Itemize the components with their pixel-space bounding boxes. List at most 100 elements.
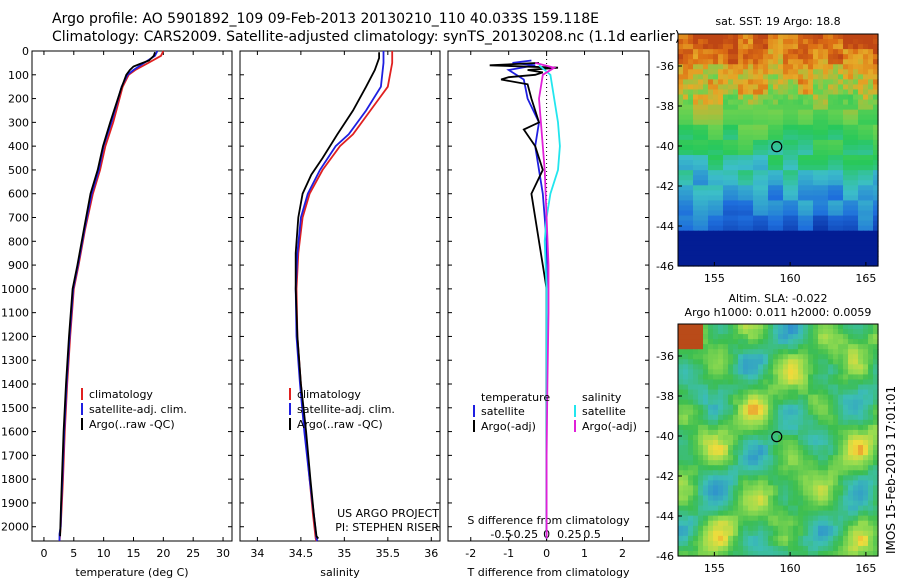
sst_map-cell bbox=[803, 114, 809, 121]
sst_map-cell bbox=[713, 180, 719, 186]
sla_map-cell bbox=[728, 379, 734, 386]
sst_map-cell bbox=[803, 250, 809, 257]
sla_map-cell bbox=[773, 374, 779, 381]
sla_map-cell bbox=[773, 540, 779, 547]
sst_map-cell bbox=[703, 235, 709, 242]
sst_map-cell bbox=[853, 124, 859, 131]
sla_map-cell bbox=[783, 495, 789, 502]
sla_map-cell bbox=[838, 445, 844, 451]
sla_map-cell bbox=[763, 419, 769, 426]
sst_map-cell bbox=[793, 44, 799, 50]
sla_map-cell bbox=[703, 404, 709, 411]
sla_map-cell bbox=[843, 545, 849, 552]
sla_map-cell bbox=[858, 419, 864, 426]
sla_map-cell bbox=[823, 369, 829, 376]
sst_map-cell bbox=[753, 99, 759, 106]
sst_map-cell bbox=[763, 124, 769, 131]
sst_map-cell bbox=[748, 190, 754, 196]
sla_map-cell bbox=[818, 550, 824, 557]
temperature-ytick-label: 1200 bbox=[1, 330, 29, 343]
sst_map-cell bbox=[698, 250, 704, 257]
sla_map-cell bbox=[728, 480, 734, 486]
sla_map-cell bbox=[813, 369, 819, 376]
sla_map-cell bbox=[853, 399, 859, 406]
sla_map-cell bbox=[703, 329, 709, 335]
sst_map-cell bbox=[713, 155, 719, 161]
sla_map-cell bbox=[783, 455, 789, 461]
sla_map-cell bbox=[733, 429, 739, 436]
sst_map-cell bbox=[793, 165, 799, 171]
sst_map-cell bbox=[703, 210, 709, 217]
salinity-xtick-label: 36 bbox=[424, 547, 438, 560]
sla_map-cell bbox=[718, 540, 724, 547]
sst_map-cell bbox=[863, 114, 869, 121]
sla_map-cell bbox=[778, 525, 784, 532]
sst_map-cell bbox=[768, 74, 774, 80]
sst_map-cell bbox=[868, 104, 874, 111]
sla_map-cell bbox=[713, 515, 719, 522]
sst_map-cell bbox=[798, 109, 804, 116]
sla_map-cell bbox=[693, 480, 699, 486]
sst_map-cell bbox=[688, 124, 694, 131]
sla_map-cell bbox=[683, 354, 689, 360]
sst_map-cell bbox=[823, 89, 829, 96]
sla_map-cell bbox=[813, 440, 819, 446]
sst_map-cell bbox=[758, 205, 764, 212]
sla_map-cell bbox=[828, 445, 834, 451]
sst_map-cell bbox=[843, 64, 849, 70]
sla_map-cell bbox=[723, 540, 729, 547]
sla_map-cell bbox=[843, 440, 849, 446]
sst_map-cell bbox=[738, 129, 744, 136]
sla_map-cell bbox=[758, 500, 764, 507]
sla_map-cell bbox=[738, 535, 744, 542]
sla_map-cell bbox=[693, 485, 699, 492]
sst_map-cell bbox=[863, 139, 869, 146]
sst_map-cell bbox=[783, 54, 789, 60]
sst_map-cell bbox=[828, 210, 834, 217]
sla_map-cell bbox=[733, 460, 739, 466]
sst_map-cell bbox=[868, 155, 874, 161]
sla_map-cell bbox=[783, 424, 789, 431]
sla_map-cell bbox=[758, 324, 764, 330]
sst_map-cell bbox=[683, 104, 689, 111]
sst_map-cell bbox=[853, 215, 859, 222]
sst_map-cell bbox=[833, 180, 839, 186]
sst_map-cell bbox=[813, 129, 819, 136]
sst_map-cell bbox=[818, 144, 824, 151]
sla_map-cell bbox=[723, 460, 729, 466]
sst_map-ytick-label: -42 bbox=[656, 180, 674, 193]
sst_map-cell bbox=[853, 205, 859, 212]
sla_map-cell bbox=[858, 515, 864, 522]
sla_map-cell bbox=[853, 344, 859, 350]
sst_map-cell bbox=[833, 235, 839, 242]
sla_map-cell bbox=[823, 515, 829, 522]
sla_map-cell bbox=[858, 394, 864, 401]
sst_map-cell bbox=[693, 89, 699, 96]
sst_map-cell bbox=[738, 34, 744, 40]
sst_map-cell bbox=[848, 104, 854, 111]
sst_map-cell bbox=[873, 170, 879, 176]
sla_map-cell bbox=[788, 535, 794, 542]
sla_map-cell bbox=[683, 505, 689, 512]
sst_map-cell bbox=[863, 109, 869, 116]
sst_map-cell bbox=[873, 104, 879, 111]
sla_map-cell bbox=[853, 515, 859, 522]
sla_map-cell bbox=[848, 399, 854, 406]
sla_map-cell bbox=[818, 394, 824, 401]
sst_map-cell bbox=[723, 104, 729, 111]
sst_map-cell bbox=[823, 190, 829, 196]
sst_map-cell bbox=[778, 104, 784, 111]
sst_map-cell bbox=[698, 210, 704, 217]
sla_map-cell bbox=[703, 364, 709, 370]
sla_map-cell bbox=[828, 389, 834, 396]
sla_map-cell bbox=[713, 475, 719, 481]
sla_map-cell bbox=[873, 475, 879, 481]
sla_map-cell bbox=[728, 349, 734, 355]
sla_map-cell bbox=[848, 334, 854, 340]
sla_map-cell bbox=[723, 399, 729, 406]
sla_map-cell bbox=[713, 465, 719, 471]
sla_map-cell bbox=[748, 505, 754, 512]
sst_map-cell bbox=[688, 200, 694, 207]
sst_map-cell bbox=[868, 235, 874, 242]
sla_map-cell bbox=[698, 429, 704, 436]
